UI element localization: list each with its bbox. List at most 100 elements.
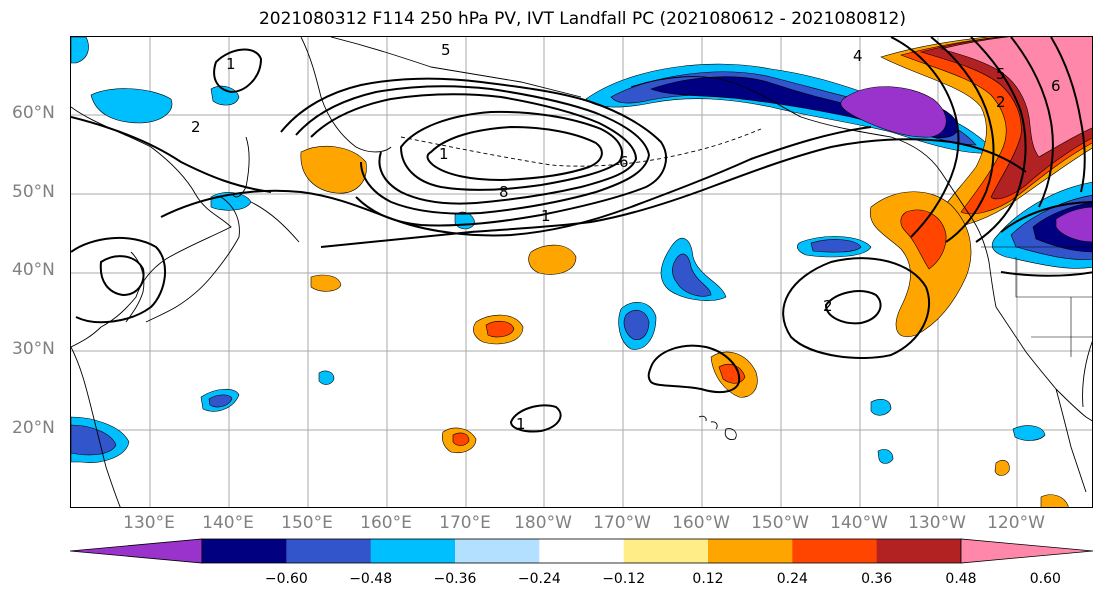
contour-main-jet-3	[295, 85, 651, 215]
colorbar-tick-label: 0.24	[776, 571, 808, 587]
colorbar-swatch	[623, 539, 709, 563]
contour-hawaii-high	[647, 344, 741, 394]
colorbar-swatch	[708, 539, 793, 563]
contour-label: 2	[823, 297, 833, 315]
negative-pv-tropical-b-core	[208, 394, 233, 408]
map-canvas: 5 1 2 8 6 1 1 4 2 5 2 6 1	[71, 37, 1092, 507]
contour-ne-3	[970, 37, 1027, 243]
positive-pv-west-small	[310, 274, 342, 292]
negative-pv-tropical-c	[318, 370, 335, 385]
lat-label-40n: 40°N	[12, 260, 55, 280]
lon-label-140e: 140°E	[202, 513, 254, 533]
coastline-alaska	[630, 76, 972, 218]
positive-pv-tropical-b	[994, 459, 1010, 476]
negative-pv-east-core	[810, 239, 862, 253]
hawaii-islands	[698, 415, 737, 440]
colorbar-tick-label: −0.24	[517, 571, 561, 587]
positive-pv-tropical-c	[1040, 494, 1069, 507]
colorbar-swatch	[455, 539, 540, 563]
negative-pv-kamchatka	[210, 85, 240, 106]
colorbar-tick-label: −0.12	[602, 571, 646, 587]
negative-pv-tropical-f	[1012, 425, 1046, 441]
contour-label: 5	[996, 65, 1006, 83]
coastline-mexico	[1082, 341, 1092, 408]
lat-label-60n: 60°N	[12, 103, 55, 123]
lon-label-150e: 150°E	[281, 513, 333, 533]
coastlines	[71, 37, 1092, 507]
contour-label: 2	[996, 93, 1006, 111]
colorbar-tick-label: 0.60	[1029, 571, 1061, 587]
positive-pv-midpacific-core	[485, 320, 515, 338]
figure-title: 2021080312 F114 250 hPa PV, IVT Landfall…	[258, 9, 906, 29]
contour-main-jet-1	[160, 126, 872, 237]
map-panel: 5 1 2 8 6 1 1 4 2 5 2 6 1	[70, 36, 1093, 508]
negative-pv-tropical-e	[877, 449, 894, 464]
lon-label-140w: 140°W	[830, 513, 888, 533]
lon-label-160w: 160°W	[672, 513, 730, 533]
coastline-baja	[1055, 388, 1087, 493]
contour-east-low-outer	[782, 257, 931, 359]
contour-main-jet-2	[280, 77, 667, 227]
contour-closed-low-west	[71, 236, 167, 324]
coastline-japan	[145, 196, 240, 323]
positive-pv-tropical-a-core	[452, 432, 470, 446]
coastline-siberia	[330, 37, 582, 98]
contour-label: 1	[439, 145, 449, 163]
contour-label: 2	[191, 118, 201, 136]
colorbar-tick-label: −0.48	[349, 571, 393, 587]
contour-label: 1	[516, 415, 526, 433]
positive-pv-kamchatka-south	[300, 146, 367, 194]
contour-jet-south	[320, 138, 1027, 248]
lat-label-50n: 50°N	[12, 182, 55, 202]
contour-main-jet-6	[426, 125, 603, 182]
lat-label-20n: 20°N	[12, 418, 55, 438]
contour-main-jet-4	[310, 93, 638, 205]
lon-label-130e: 130°E	[123, 513, 175, 533]
contour-label: 1	[541, 207, 551, 225]
negative-pv-alaska-max	[840, 86, 947, 138]
colorbar-tick-label: 0.36	[861, 571, 893, 587]
colorbar-extend-max	[960, 538, 1094, 564]
lon-label-170e: 170°E	[439, 513, 491, 533]
negative-pv-central-b-core	[623, 309, 650, 340]
contour-label: 8	[499, 183, 509, 201]
lon-label-170w: 170°W	[593, 513, 651, 533]
coastline-kurils	[250, 201, 300, 243]
contour-ne-2	[930, 37, 995, 243]
negative-pv-central-north	[454, 211, 476, 230]
lon-label-150w: 150°W	[751, 513, 809, 533]
colorbar-tick-label: 0.12	[692, 571, 724, 587]
coastline-kamchatka	[300, 37, 392, 153]
coastline-korea	[125, 251, 145, 323]
lon-label-130w: 130°W	[908, 513, 966, 533]
colorbar-swatch	[286, 539, 372, 563]
coastline-aleutians	[400, 128, 762, 167]
contour-closed-low-west-inner	[99, 255, 145, 297]
contour-ne-4	[1010, 37, 1054, 208]
colorbar-tick-label: 0.48	[945, 571, 977, 587]
negative-pv-central-a	[660, 238, 727, 301]
negative-pv-far-northwest	[71, 37, 89, 64]
contour-ne-5	[1050, 37, 1086, 193]
contour-okhotsk-1	[71, 116, 272, 193]
contour-labels: 5 1 2 8 6 1 1 4 2 5 2 6 1	[191, 41, 1061, 433]
lon-label-120w: 120°W	[987, 513, 1045, 533]
colorbar-swatches	[70, 538, 1094, 564]
coastline-china	[71, 346, 121, 507]
contour-east-low-inner	[824, 290, 882, 325]
lon-label-160e: 160°E	[360, 513, 412, 533]
negative-pv-canada-max	[1055, 206, 1092, 243]
contour-label: 4	[853, 47, 863, 65]
contour-label: 6	[619, 153, 629, 171]
colorbar-swatch	[539, 539, 625, 563]
contour-ne-1	[890, 37, 960, 238]
colorbar-tick-label: −0.60	[264, 571, 308, 587]
positive-pv-pnw-core	[900, 209, 947, 270]
contour-siberia	[213, 48, 263, 94]
colorbar	[70, 538, 1094, 564]
colorbar-swatch	[876, 539, 962, 563]
coastline-bc	[970, 216, 997, 308]
political-borders	[981, 246, 1092, 357]
positive-pv-dateline	[528, 244, 577, 275]
colorbar-swatch	[202, 539, 287, 563]
